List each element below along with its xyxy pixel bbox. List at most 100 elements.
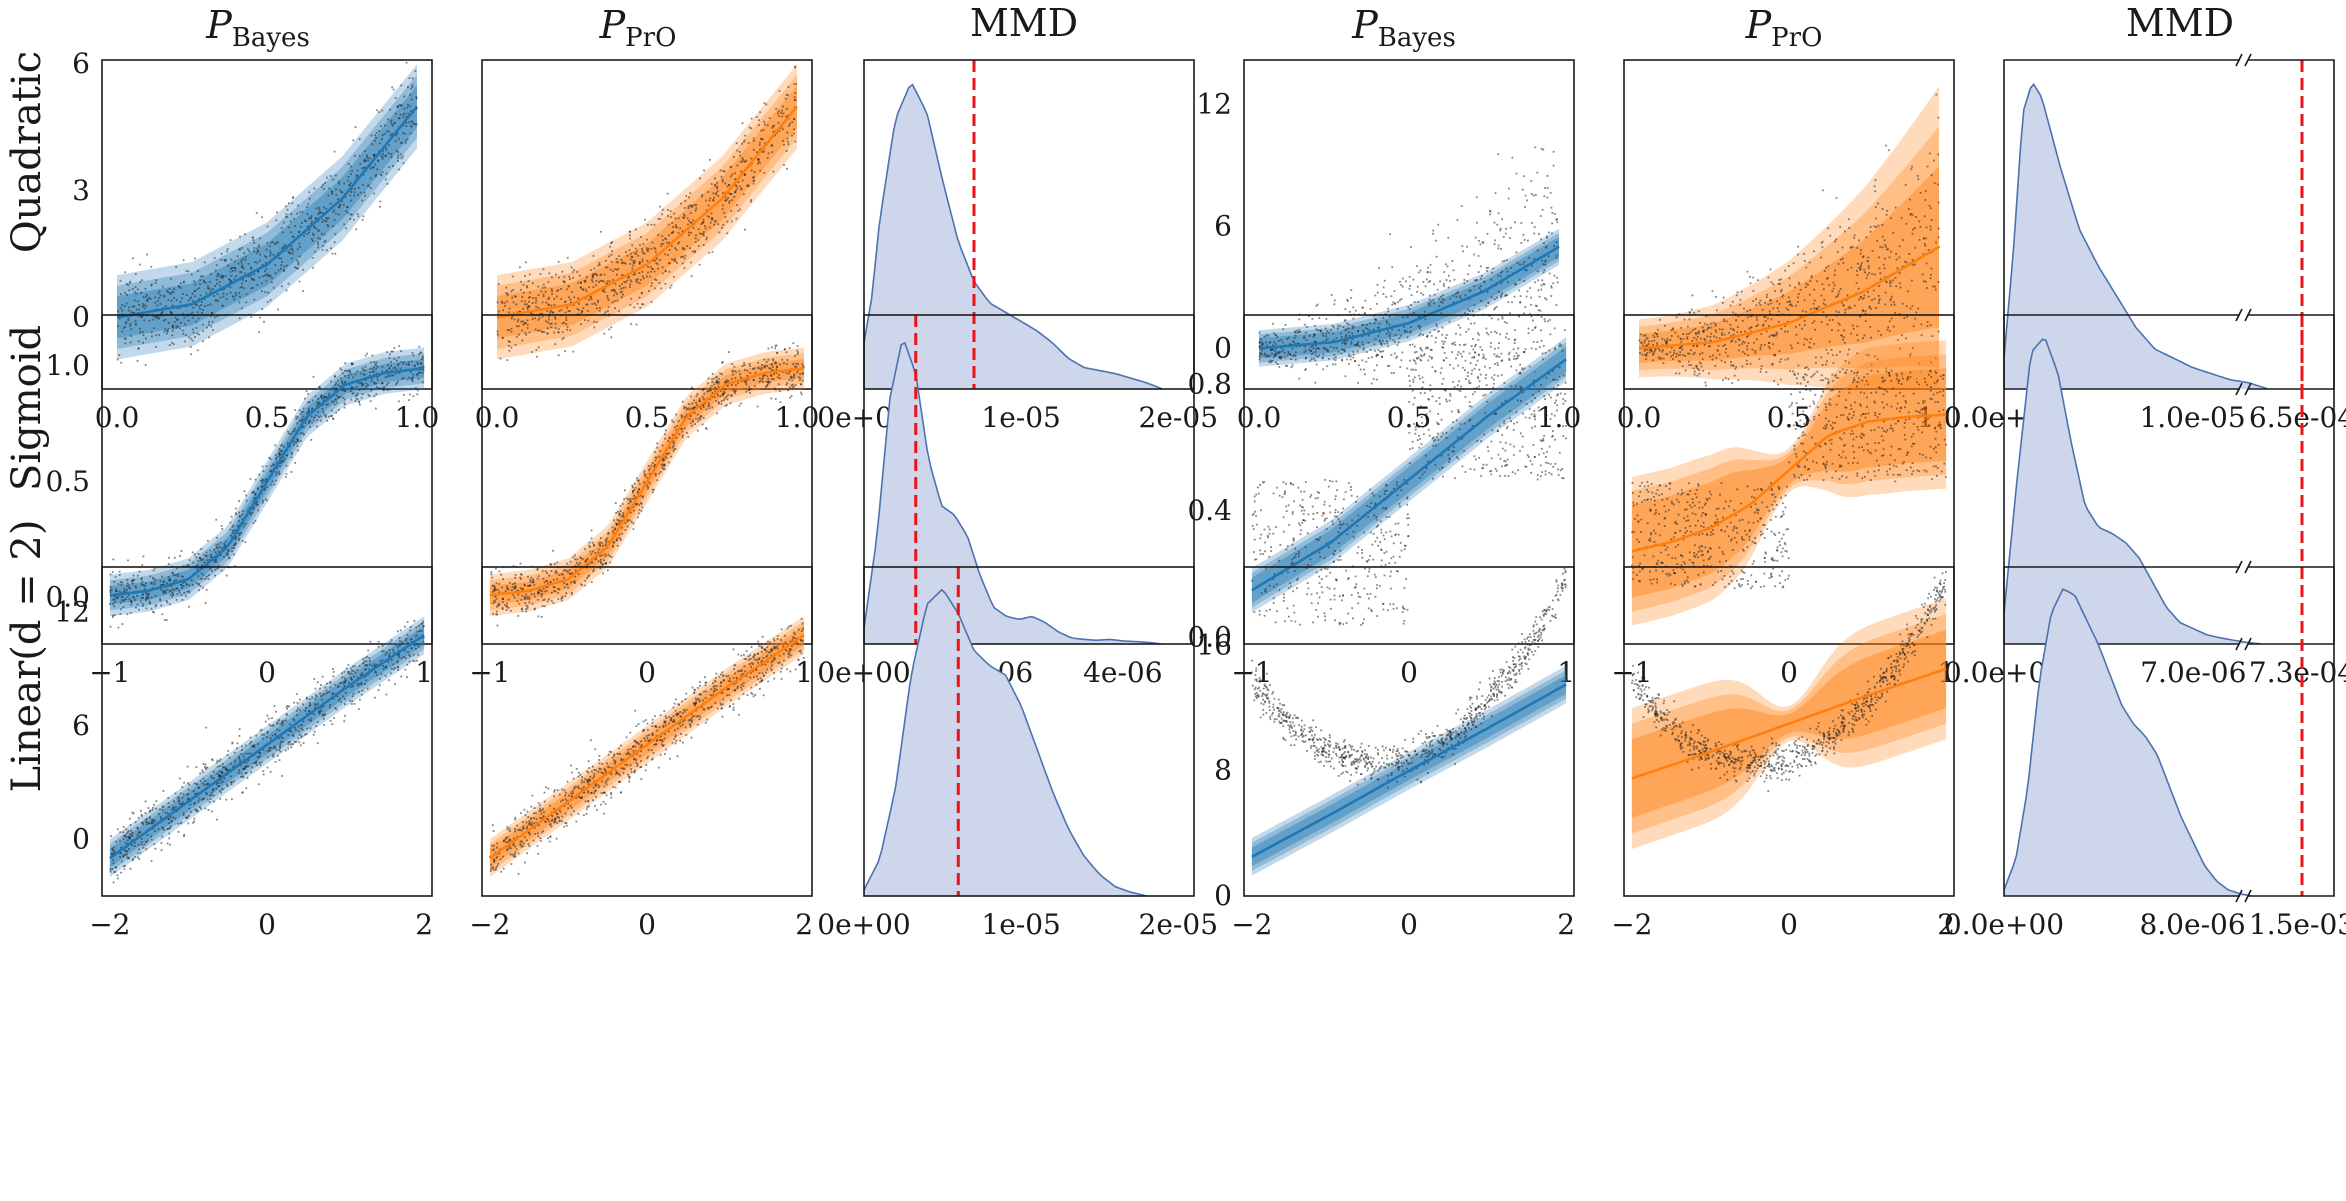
- predictive-band-mid: [1639, 126, 1939, 371]
- plot-area: [864, 315, 1162, 644]
- panel-r2-c4: −2 0 2: [1611, 566, 1955, 941]
- tick-label-x: −2: [1231, 908, 1272, 941]
- axes-frame: [1243, 59, 1575, 390]
- kde-line: [864, 341, 1162, 644]
- axes-frame: [481, 59, 813, 390]
- tick-label-x-break: 6.5e-04: [2249, 401, 2346, 434]
- tick-label-x: 0: [258, 656, 276, 689]
- axes-frame: [1243, 566, 1575, 897]
- tick-label-y: 0.0: [1187, 621, 1232, 654]
- axes-frame: [1623, 314, 1955, 645]
- tick-label-x: 0.0e+00: [1944, 908, 2064, 941]
- plot-area: [1631, 571, 1947, 849]
- tick-label-x: 2e-05: [1139, 908, 1218, 941]
- plot-area: [864, 567, 1148, 896]
- kde-line: [2004, 588, 2252, 896]
- posterior-mean-line: [116, 105, 419, 319]
- plot-area: [489, 342, 805, 627]
- panel-r1-c5: 7.3e-040.0e+00 7.0e-06: [1944, 308, 2346, 689]
- axes-frame-right: [2248, 566, 2335, 897]
- predictive-band-outer: [1631, 340, 1947, 626]
- kde-line: [2004, 338, 2262, 644]
- predictive-band-inner: [489, 625, 805, 868]
- panel-r2-c2: 0e+00 1e-05 2e-05: [817, 566, 1218, 941]
- plot-area: [864, 60, 1163, 389]
- tick-label-x: 1: [795, 656, 813, 689]
- posterior-mean-line: [1631, 667, 1947, 780]
- col-header-4: PPrO: [1745, 3, 1823, 53]
- kde-area: [864, 84, 1163, 389]
- posterior-mean-line: [109, 634, 425, 860]
- observations-scatter: [116, 61, 418, 366]
- kde-area: [2004, 339, 2261, 644]
- tick-label-x: 4e-06: [1083, 656, 1162, 689]
- tick-label-x: 0.5: [1387, 401, 1432, 434]
- tick-label-y: 1.0: [45, 349, 90, 382]
- axis-break-mark: [2235, 637, 2243, 651]
- predictive-band-outer: [497, 64, 797, 360]
- tick-label-x: 1e-05: [981, 908, 1060, 941]
- col-header-2: MMD: [970, 1, 1078, 45]
- axes-frame: [1623, 566, 1955, 897]
- tick-label-x: 2: [415, 908, 433, 941]
- plot-area: [2004, 567, 2304, 896]
- predictive-band-inner: [1631, 368, 1947, 598]
- predictive-band-outer: [1259, 228, 1559, 367]
- tick-label-x-break: 7.3e-04: [2249, 656, 2346, 689]
- tick-label-x: 7.0e-06: [2140, 656, 2246, 689]
- col-header-3: PBayes: [1351, 3, 1456, 53]
- tick-label-x: 2e-05: [1139, 401, 1218, 434]
- axes-frame-left: [2003, 314, 2240, 645]
- row-headers: Quadratic Sigmoid Linear(d = 2): [4, 51, 50, 793]
- tick-label-x: 0.5: [245, 401, 290, 434]
- posterior-mean-line: [1638, 245, 1940, 350]
- predictive-band-mid: [1259, 232, 1559, 363]
- posterior-mean-line: [1258, 245, 1560, 350]
- tick-label-x: 2: [1557, 908, 1575, 941]
- row-header-quadratic: Quadratic: [4, 51, 50, 253]
- axes-frame: [481, 566, 813, 897]
- tick-label-y: 3: [72, 174, 90, 207]
- tick-label-y: 8: [1214, 754, 1232, 787]
- plot-area: [109, 616, 425, 884]
- tick-label-x: 0: [1780, 656, 1798, 689]
- tick-label-x: −2: [89, 908, 130, 941]
- axes-frame-left: [2003, 59, 2240, 390]
- axes-frame-right: [2248, 59, 2335, 390]
- posterior-mean-line: [489, 634, 805, 860]
- tick-label-x: 1: [1557, 656, 1575, 689]
- panel-r1-c0: −1 0 1 0.0 0.5 1.0: [45, 314, 433, 689]
- predictive-band-mid: [489, 620, 805, 873]
- axis-break-mark: [2244, 560, 2252, 574]
- axes-frame: [101, 566, 433, 897]
- tick-label-x-break: 1.5e-03: [2249, 908, 2346, 941]
- tick-label-x: −2: [1611, 908, 1652, 941]
- panel-r1-c4: −1 0 1: [1611, 314, 1955, 689]
- axis-break-mark: [2235, 382, 2243, 396]
- axis-break-mark: [2235, 308, 2243, 322]
- tick-label-x: 1: [415, 656, 433, 689]
- panel-r2-c1: −2 0 2: [469, 566, 813, 941]
- plot-area: [496, 64, 799, 361]
- plot-area: [489, 616, 805, 878]
- panel-r1-c1: −1 0 1: [469, 314, 813, 689]
- predictive-band-inner: [1251, 346, 1567, 603]
- observations-scatter: [1251, 326, 1567, 626]
- axes-frame-right: [2248, 314, 2335, 645]
- tick-label-x: 2: [1937, 908, 1955, 941]
- axes-frame: [1243, 314, 1575, 645]
- kde-line: [2004, 82, 2269, 389]
- kde-area: [864, 589, 1147, 896]
- col-header-1: PPrO: [599, 3, 677, 53]
- axes-frame: [481, 314, 813, 645]
- axis-break-mark: [2244, 308, 2252, 322]
- tick-label-y: 0: [1214, 879, 1232, 912]
- axes-frame: [101, 314, 433, 645]
- tick-label-x: 8.0e-06: [2139, 908, 2245, 941]
- tick-label-y: 0.0: [45, 581, 90, 614]
- plot-area: [1258, 146, 1560, 389]
- plot-area: [1251, 568, 1567, 876]
